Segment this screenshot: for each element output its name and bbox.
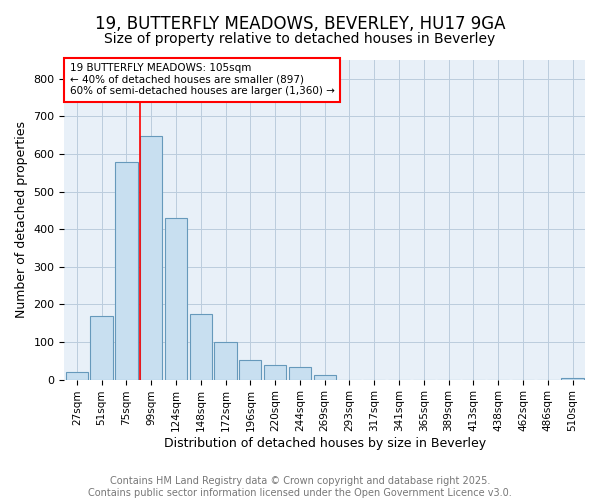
Text: 19, BUTTERFLY MEADOWS, BEVERLEY, HU17 9GA: 19, BUTTERFLY MEADOWS, BEVERLEY, HU17 9G…: [95, 15, 505, 33]
Bar: [65, 372, 88, 380]
Bar: [314, 375, 336, 380]
Bar: [562, 378, 584, 380]
Y-axis label: Number of detached properties: Number of detached properties: [15, 122, 28, 318]
Bar: [289, 367, 311, 380]
Bar: [91, 316, 113, 380]
Bar: [214, 342, 236, 380]
Text: Size of property relative to detached houses in Beverley: Size of property relative to detached ho…: [104, 32, 496, 46]
Bar: [239, 360, 262, 380]
Bar: [115, 162, 137, 380]
Bar: [264, 364, 286, 380]
Bar: [190, 314, 212, 380]
Text: Contains HM Land Registry data © Crown copyright and database right 2025.
Contai: Contains HM Land Registry data © Crown c…: [88, 476, 512, 498]
Bar: [140, 136, 163, 380]
X-axis label: Distribution of detached houses by size in Beverley: Distribution of detached houses by size …: [164, 437, 486, 450]
Bar: [165, 218, 187, 380]
Text: 19 BUTTERFLY MEADOWS: 105sqm
← 40% of detached houses are smaller (897)
60% of s: 19 BUTTERFLY MEADOWS: 105sqm ← 40% of de…: [70, 63, 334, 96]
